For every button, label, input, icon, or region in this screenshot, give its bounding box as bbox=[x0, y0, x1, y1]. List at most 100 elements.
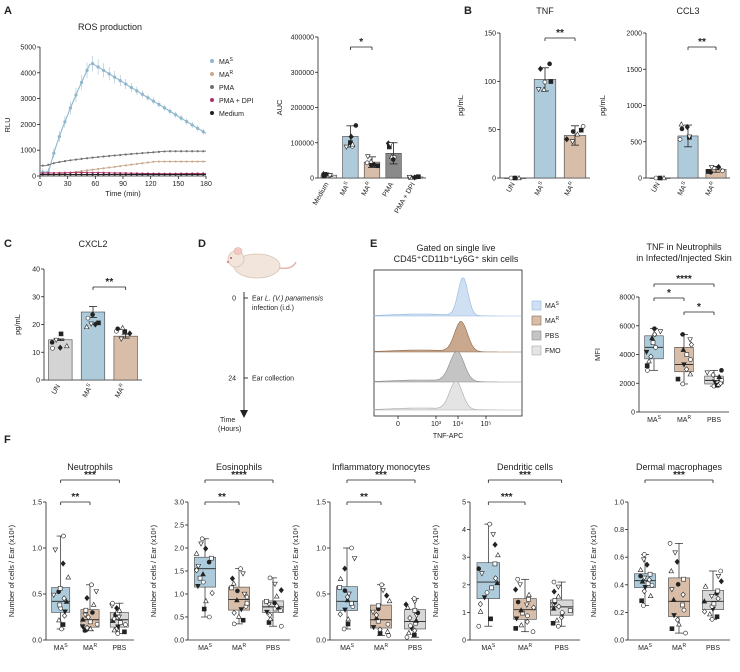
f_neutrophils-datapoint bbox=[79, 624, 86, 630]
ros-xtick-label: 150 bbox=[172, 181, 184, 188]
f_neutrophils-ytick-label: 1.0 bbox=[32, 546, 42, 553]
f_eosinophils-datapoint bbox=[267, 575, 273, 581]
timeline-panel: 0 24 Ear L. (V.) panamensis infection (i… bbox=[218, 247, 324, 433]
f_eosinophils-datapoint bbox=[229, 575, 236, 582]
group-label-un: UN bbox=[506, 182, 517, 194]
ros-point bbox=[74, 171, 78, 174]
f_dendritic-datapoint bbox=[492, 561, 498, 567]
f_dendritic-datapoint bbox=[517, 582, 523, 588]
ros-point bbox=[179, 116, 183, 120]
tnf_mfi_e-datapoint bbox=[710, 371, 716, 378]
f_dendritic-datapoint bbox=[551, 588, 557, 595]
flow-legend-label: PBS bbox=[545, 333, 559, 340]
ccl3_b-title: CCL3 bbox=[676, 6, 699, 16]
ros-point bbox=[80, 173, 83, 176]
f_neutrophils-datapoint bbox=[57, 586, 63, 591]
f_neutrophils-sig-label: *** bbox=[84, 470, 96, 481]
ros_auc-datapoint bbox=[415, 174, 420, 180]
f_dermal_macro-datapoint bbox=[641, 575, 648, 581]
group-label-mas: MAS bbox=[481, 643, 496, 652]
f_dendritic-ytick-label: 1 bbox=[462, 610, 466, 617]
ros-legend-marker bbox=[210, 98, 214, 102]
f_eosinophils-datapoint bbox=[238, 607, 245, 613]
ros_auc-ytick-label: 200000 bbox=[291, 105, 314, 112]
f_neutrophils-chart: Neutrophils Number of cells / Ear (x10⁶) 0… bbox=[7, 462, 134, 652]
tnf_b-datapoint bbox=[535, 87, 542, 93]
ros_auc-datapoint bbox=[353, 123, 359, 128]
ros-legend-marker bbox=[210, 59, 214, 63]
ros-legend-marker bbox=[210, 111, 214, 115]
ros-point bbox=[202, 173, 205, 176]
cxcl2_c-datapoint bbox=[122, 329, 128, 334]
tnf_b-datapoint bbox=[578, 127, 584, 133]
f_inflam_mono-datapoint bbox=[346, 591, 352, 597]
ros_auc-datapoint bbox=[387, 142, 394, 148]
ros-point bbox=[91, 171, 94, 174]
ros-point bbox=[130, 152, 133, 156]
f_inflam_mono-ytick-label: 0.5 bbox=[316, 592, 326, 599]
f_neutrophils-datapoint bbox=[80, 616, 86, 622]
cxcl2_c-datapoint bbox=[63, 343, 70, 349]
group-label-mar: MAR bbox=[359, 180, 374, 197]
ros-point bbox=[191, 160, 194, 163]
ros-point bbox=[124, 82, 128, 86]
f_dendritic-datapoint bbox=[479, 571, 485, 577]
f_dendritic-datapoint bbox=[515, 576, 520, 582]
f_dendritic-datapoint bbox=[487, 521, 492, 527]
timeline-t24: 24 bbox=[228, 376, 236, 383]
group-label-mar: MAR bbox=[672, 643, 687, 652]
ccl3_b-ytick-label: 1500 bbox=[626, 67, 642, 74]
f_inflam_mono-datapoint bbox=[404, 634, 410, 640]
ros-point bbox=[146, 161, 149, 164]
flow-xtick-label: 10⁵ bbox=[481, 421, 492, 428]
ccl3_b-ytick-label: 1000 bbox=[626, 103, 642, 110]
f_eosinophils-title: Eosinophils bbox=[216, 462, 263, 472]
f_eosinophils-datapoint bbox=[267, 612, 273, 619]
ros-point bbox=[52, 151, 56, 155]
ros_auc-datapoint bbox=[348, 133, 354, 140]
f_dendritic-datapoint bbox=[559, 610, 565, 615]
f_inflam_mono-ytick-label: 0.0 bbox=[316, 638, 326, 645]
f_inflam_mono-datapoint bbox=[408, 623, 413, 629]
f_neutrophils-datapoint bbox=[110, 600, 115, 606]
f_eosinophils-sig-label: **** bbox=[231, 470, 247, 481]
flow-legend-label: MAR bbox=[545, 316, 560, 325]
f_neutrophils-datapoint bbox=[85, 614, 91, 621]
group-label-mas: MAS bbox=[340, 643, 355, 652]
f_inflam_mono-datapoint bbox=[385, 621, 391, 627]
f_eosinophils-datapoint bbox=[194, 567, 200, 574]
f_eosinophils-datapoint bbox=[234, 597, 240, 603]
f_dermal_macro-ylabel: Number of cells / Ear (x10⁶) bbox=[589, 524, 598, 617]
f_eosinophils-ytick-label: 0.5 bbox=[174, 615, 184, 622]
f_dendritic-datapoint bbox=[526, 596, 531, 602]
ros-ytick-label: 0 bbox=[32, 174, 36, 181]
f_neutrophils-datapoint bbox=[90, 601, 97, 607]
ccl3_b-datapoint bbox=[708, 165, 715, 171]
f_eosinophils-datapoint bbox=[206, 559, 212, 565]
flow-legend-label: MAS bbox=[545, 301, 560, 310]
f_eosinophils-datapoint bbox=[274, 602, 280, 609]
cxcl2_c-title: CXCL2 bbox=[78, 239, 107, 249]
ros-point bbox=[113, 171, 116, 175]
ros-point bbox=[108, 154, 111, 158]
cxcl2_c-datapoint bbox=[50, 345, 55, 351]
cxcl2_c-datapoint bbox=[88, 321, 94, 327]
ros-point bbox=[163, 150, 166, 153]
f_neutrophils-datapoint bbox=[94, 621, 100, 627]
ros-point bbox=[85, 157, 89, 160]
ros_auc-datapoint bbox=[349, 141, 356, 147]
f_dendritic-sig-label: *** bbox=[501, 492, 513, 503]
f_dendritic-datapoint bbox=[477, 608, 484, 614]
f_dendritic-datapoint bbox=[524, 602, 530, 608]
f_eosinophils-datapoint bbox=[209, 590, 215, 597]
ros-point bbox=[52, 162, 55, 165]
ccl3_b-ylabel: pg/mL bbox=[598, 95, 607, 116]
f_inflam_mono-datapoint bbox=[342, 565, 348, 572]
ros-production-chart: ROS production RLU Time (min) MAS MAR PMA P… bbox=[3, 22, 253, 198]
tnf_mfi_e-datapoint bbox=[643, 349, 650, 355]
ros-point bbox=[180, 160, 183, 163]
f_inflam_mono-datapoint bbox=[412, 607, 418, 613]
ros-legend-label: Medium bbox=[219, 111, 244, 118]
ros_auc-ytick-label: 0 bbox=[310, 176, 314, 183]
ros-point bbox=[196, 173, 199, 176]
